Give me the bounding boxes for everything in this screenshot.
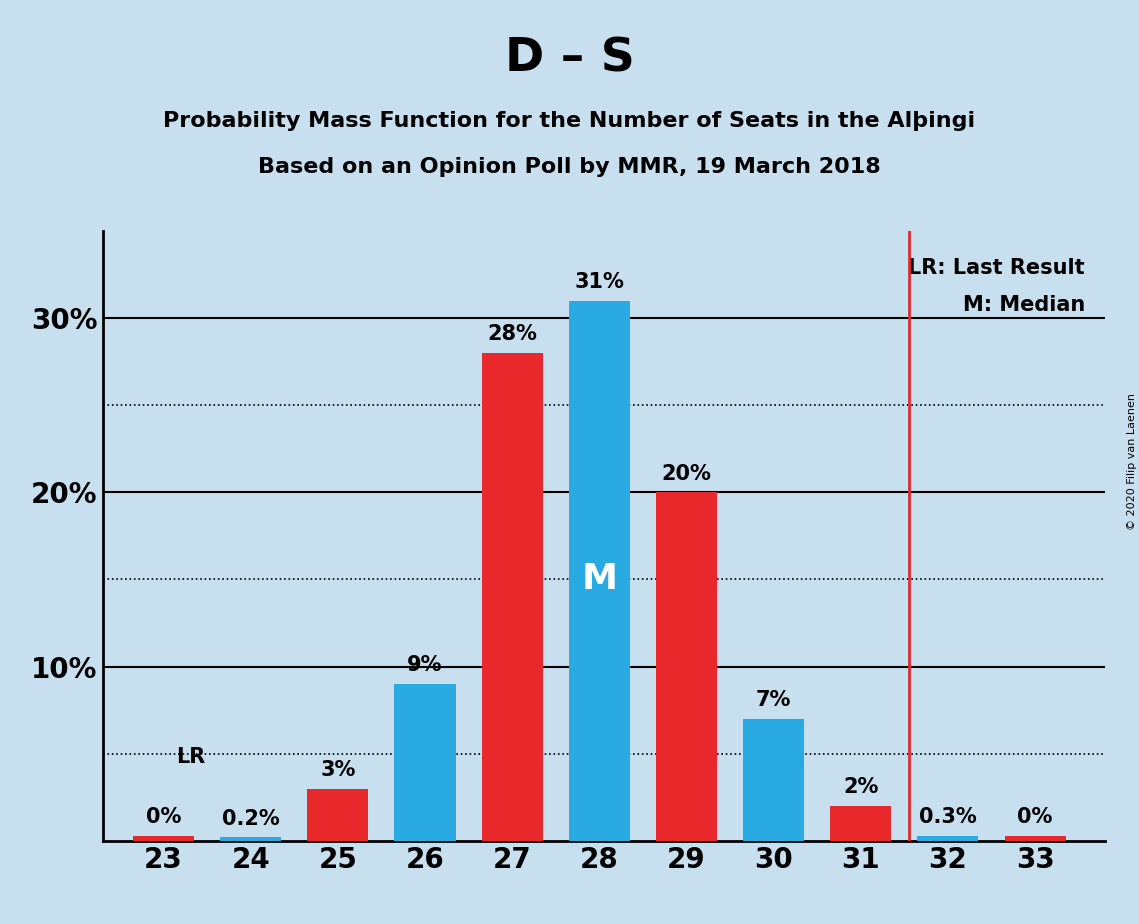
Text: 0%: 0% [1017, 807, 1052, 827]
Bar [394, 684, 456, 841]
Text: M: M [581, 563, 617, 597]
Text: 31%: 31% [574, 272, 624, 292]
Text: 28%: 28% [487, 324, 538, 345]
Bar [133, 835, 194, 841]
Text: Based on an Opinion Poll by MMR, 19 March 2018: Based on an Opinion Poll by MMR, 19 Marc… [259, 157, 880, 177]
Text: LR: LR [177, 748, 206, 767]
Bar [743, 719, 804, 841]
Bar [1005, 835, 1066, 841]
Bar [830, 806, 892, 841]
Text: 0.3%: 0.3% [919, 807, 977, 827]
Bar [220, 837, 281, 841]
Text: © 2020 Filip van Laenen: © 2020 Filip van Laenen [1126, 394, 1137, 530]
Text: LR: Last Result: LR: Last Result [908, 259, 1084, 278]
Bar [656, 492, 716, 841]
Text: 7%: 7% [756, 690, 792, 711]
Text: M: Median: M: Median [962, 295, 1084, 315]
Text: 3%: 3% [320, 760, 355, 780]
Bar [308, 788, 368, 841]
Text: 2%: 2% [843, 777, 878, 797]
Text: 9%: 9% [408, 655, 443, 675]
Text: D – S: D – S [505, 37, 634, 82]
Bar [568, 300, 630, 841]
Text: 20%: 20% [662, 464, 712, 483]
Text: 0%: 0% [146, 807, 181, 827]
Bar [917, 835, 978, 841]
Bar [482, 353, 542, 841]
Text: 0.2%: 0.2% [222, 808, 279, 829]
Text: Probability Mass Function for the Number of Seats in the Alþingi: Probability Mass Function for the Number… [163, 111, 976, 131]
